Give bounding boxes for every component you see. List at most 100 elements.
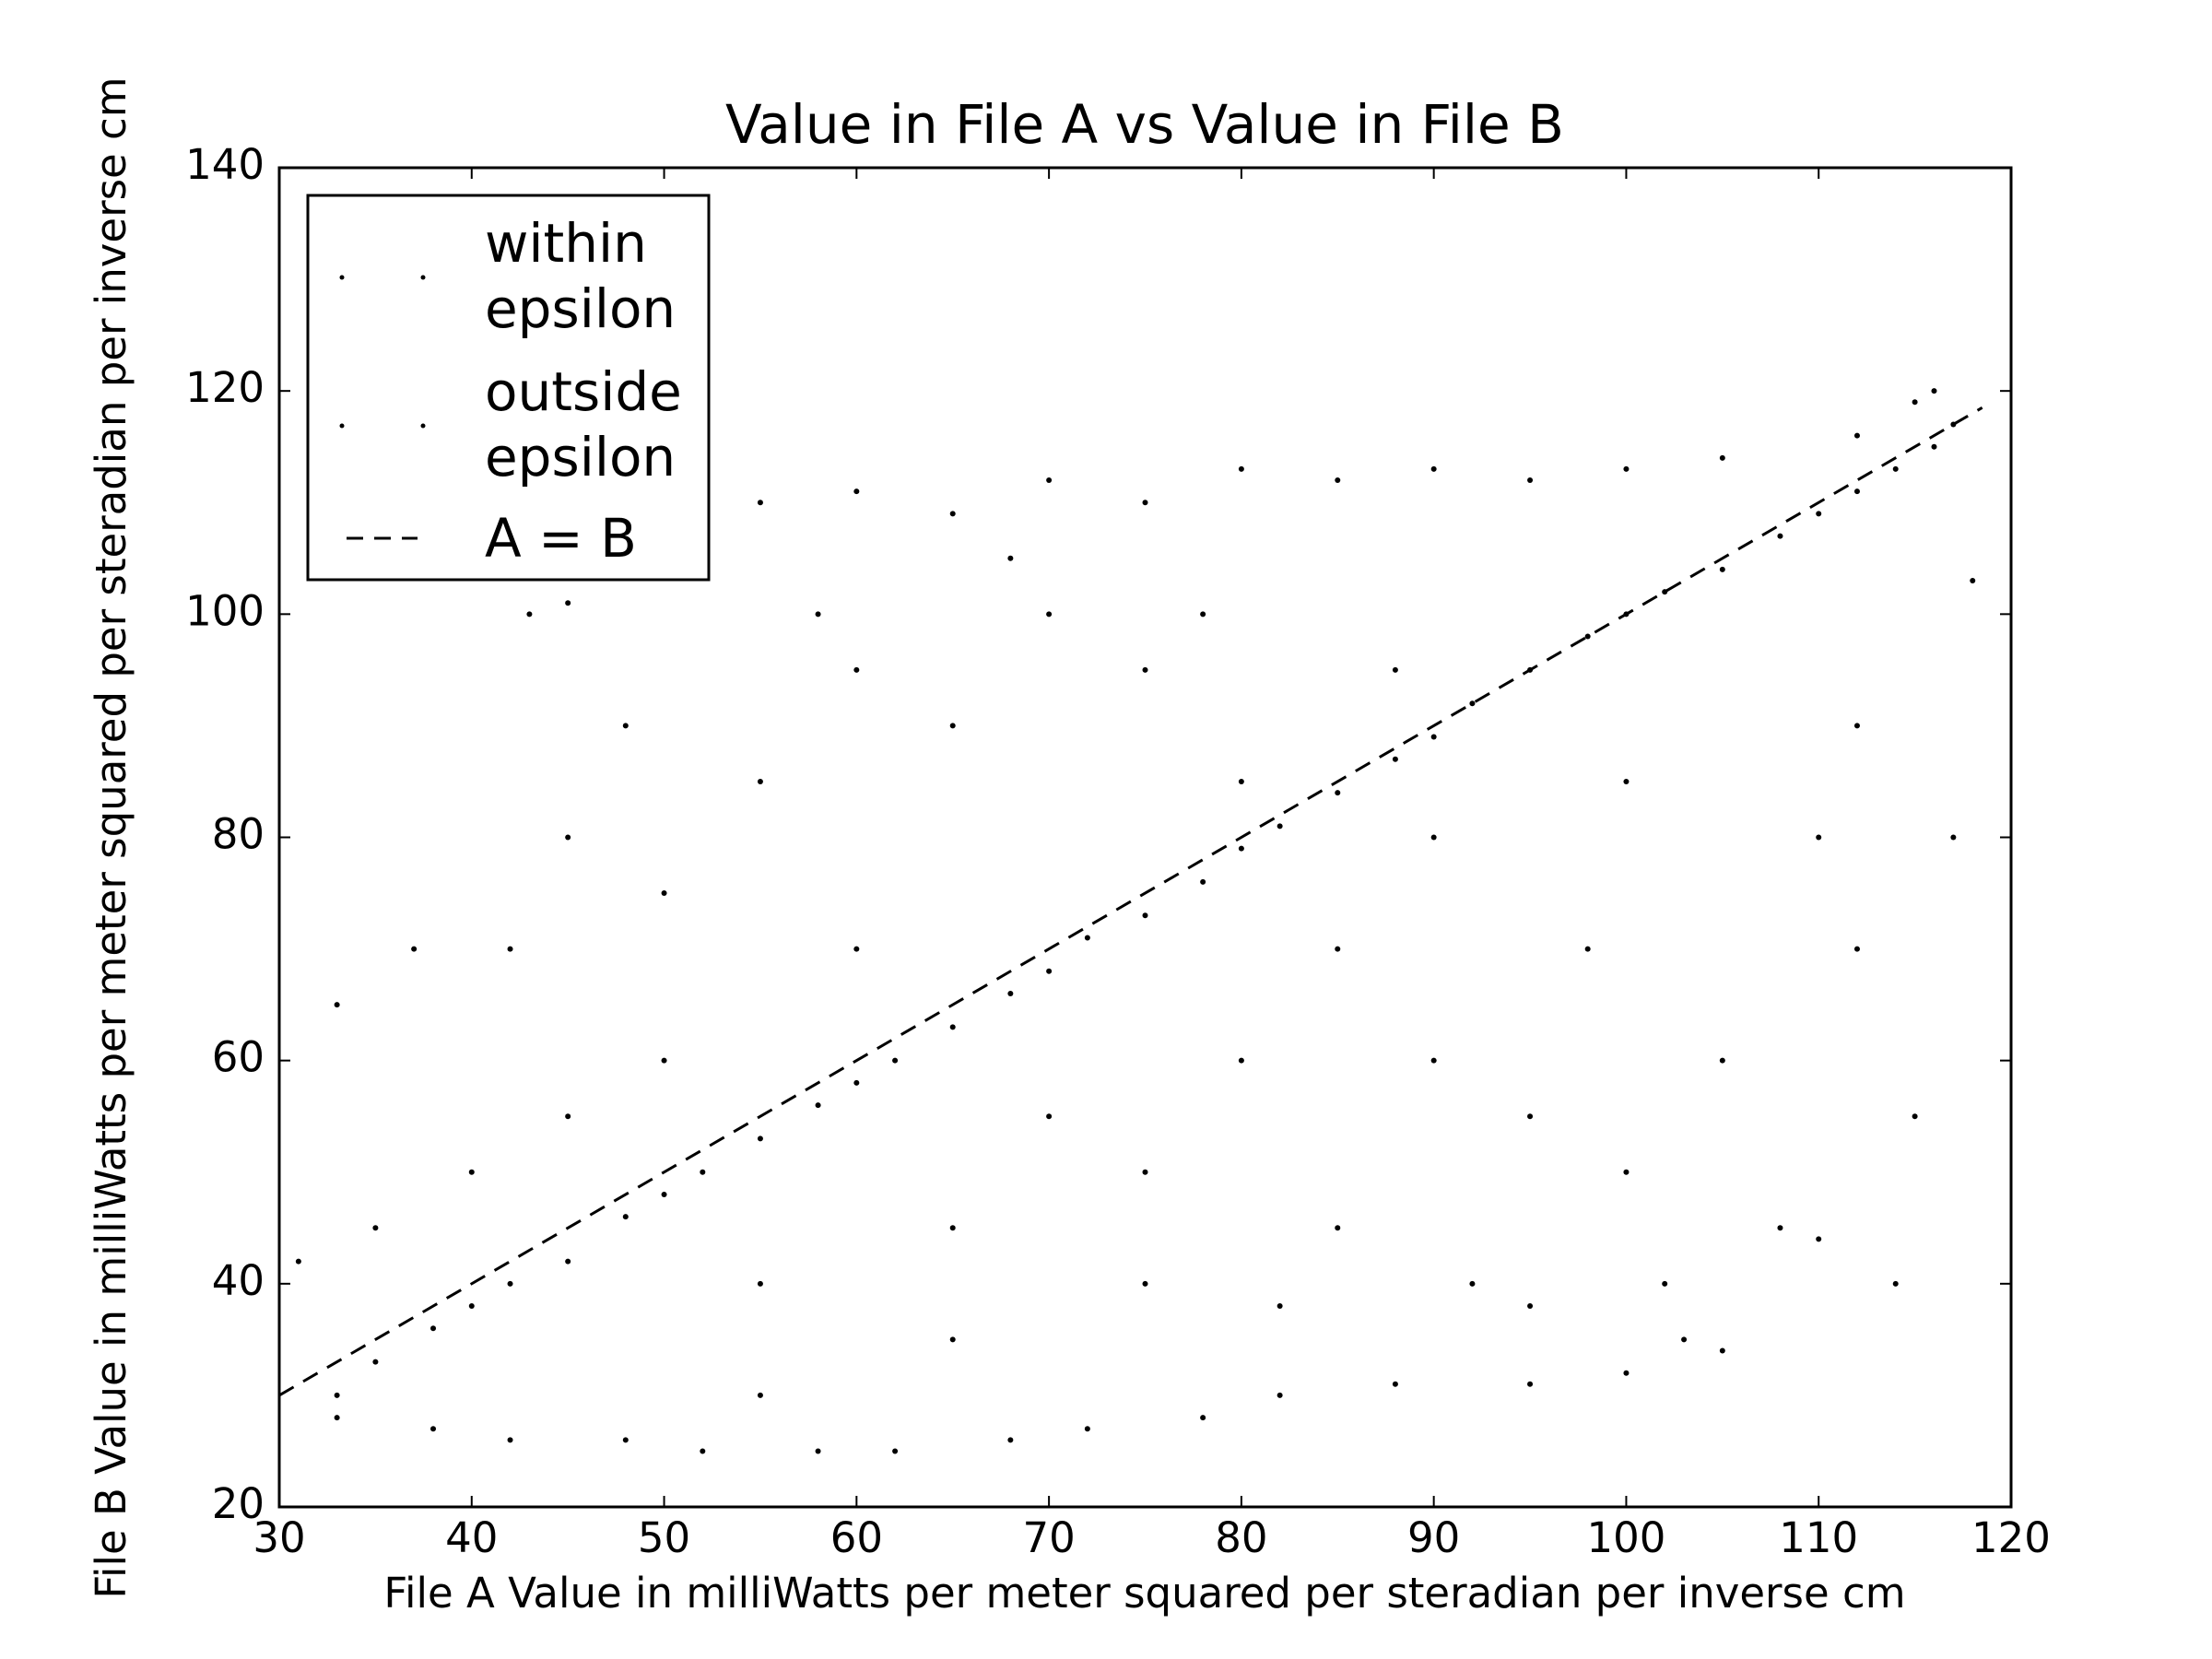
x-tick-label: 60 [830,1513,883,1562]
chart-title: Value in File A vs Value in File B [725,93,1564,156]
y-tick-label: 40 [212,1256,265,1305]
data-point [1853,723,1860,729]
data-point [1430,834,1437,841]
x-tick-label: 80 [1215,1513,1267,1562]
data-point [1142,912,1148,919]
legend-label: within epsilon [485,212,677,340]
data-point [853,1079,860,1086]
data-point [661,1057,667,1064]
data-point [468,1303,475,1310]
data-point [1238,778,1244,784]
data-point [1816,511,1822,517]
data-point [1931,388,1937,394]
data-point [334,1002,340,1008]
data-point [1238,845,1244,852]
data-point [1200,878,1206,885]
data-point [1623,465,1630,472]
data-point [1238,1057,1244,1064]
data-point [1584,946,1591,952]
data-point [1469,700,1476,707]
data-point [1527,477,1534,484]
data-point [1430,1057,1437,1064]
legend-label: A = B [485,507,637,570]
data-point [1892,1280,1899,1287]
data-point [507,1280,513,1287]
y-tick-label: 20 [212,1479,265,1528]
data-point [1527,1113,1534,1120]
legend-marker [420,423,426,429]
data-point [1335,1225,1341,1231]
data-point [565,600,571,606]
data-point [430,1426,437,1432]
data-point [1392,666,1398,673]
x-tick-label: 30 [253,1513,305,1562]
x-tick-label: 70 [1022,1513,1075,1562]
data-point [1853,946,1860,952]
data-point [622,1214,629,1220]
data-point [1950,834,1957,841]
y-tick-label: 100 [185,586,265,635]
data-point [1662,589,1668,595]
data-point [1335,790,1341,796]
y-axis-label: File B Value in milliWatts per meter squ… [87,76,135,1598]
data-point [622,723,629,729]
data-point [1142,500,1148,506]
data-point [565,1113,571,1120]
data-point [892,1448,899,1454]
data-point [1777,1225,1783,1231]
data-point [1777,533,1783,539]
data-point [853,666,860,673]
data-point [565,834,571,841]
data-point [1200,611,1206,618]
data-point [1816,834,1822,841]
legend-marker [339,423,345,429]
data-point [1719,454,1725,461]
data-point [372,1225,379,1231]
data-point [1816,1236,1822,1242]
data-point [1084,1426,1090,1432]
data-point [1623,1370,1630,1376]
plot-area [278,388,1983,1454]
data-point [622,1437,629,1443]
data-point [1007,1437,1014,1443]
data-point [757,778,763,784]
data-point [1046,1113,1053,1120]
data-point [949,1336,956,1343]
data-point [1142,1280,1148,1287]
data-point [1719,566,1725,572]
data-point [526,611,533,618]
data-point [815,1102,821,1109]
data-point [1469,1280,1476,1287]
data-point [949,1225,956,1231]
data-point [1238,465,1244,472]
data-point [1623,1169,1630,1175]
data-point [1046,611,1053,618]
data-point [853,946,860,952]
data-point [1430,734,1437,740]
data-point [1277,823,1283,830]
data-point [1007,991,1014,997]
x-tick-label: 90 [1407,1513,1460,1562]
data-point [334,1392,340,1398]
data-point [757,1280,763,1287]
data-point [1335,477,1341,484]
data-point [1584,633,1591,640]
data-point [949,1024,956,1030]
reference-line [278,406,1983,1397]
x-tick-label: 40 [445,1513,498,1562]
data-point [1527,1381,1534,1387]
data-point [1719,1057,1725,1064]
legend [339,275,426,540]
legend-label: outside epsilon [485,360,682,488]
data-point [1430,465,1437,472]
data-point [1335,946,1341,952]
data-point [411,946,418,952]
y-tick-label: 80 [212,810,265,859]
data-point [700,1169,706,1175]
y-tick-label: 60 [212,1033,265,1082]
data-point [815,1448,821,1454]
data-point [1719,1347,1725,1354]
legend-box [306,194,711,582]
